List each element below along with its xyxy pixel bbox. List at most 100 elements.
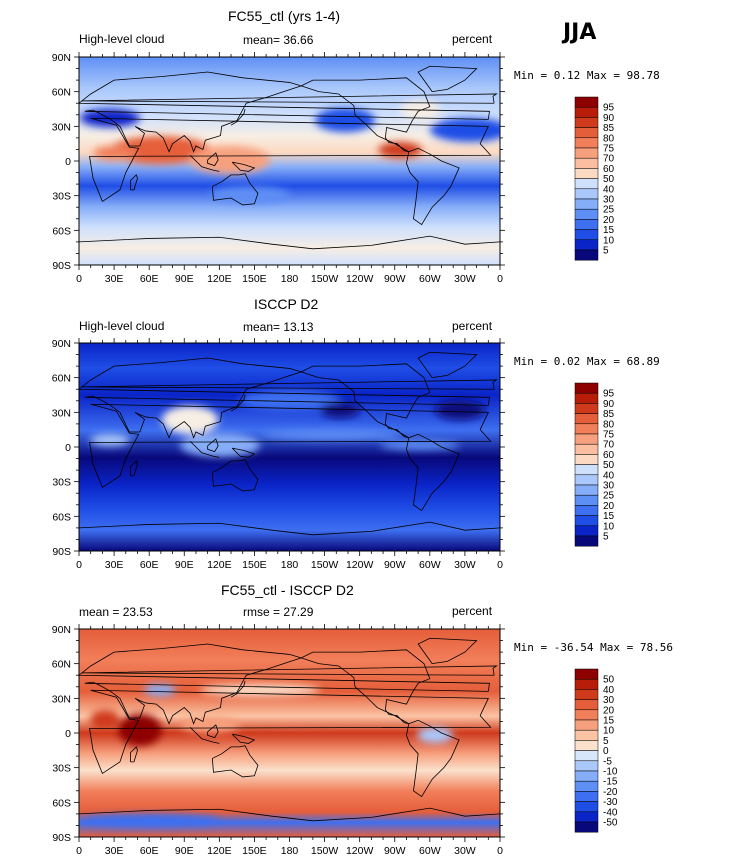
panel1-x-tick-label: 150W — [311, 273, 339, 285]
panel1-colorbar-swatch — [574, 117, 599, 128]
panel1-colorbar-label: 5 — [603, 246, 609, 257]
panel3-x-tick-label: 120W — [346, 845, 374, 857]
panel3-x-tick-label: 150W — [311, 845, 339, 857]
panel2-colorbar-label: 10 — [603, 521, 615, 532]
panel3-colorbar-label: -5 — [603, 756, 612, 767]
panel2-colorbar-label: 60 — [603, 450, 615, 461]
panel2-colorbar-swatch — [574, 413, 599, 425]
panel2-colorbar-swatch — [574, 382, 599, 394]
panel1-y-tick-label: 30N — [52, 121, 71, 133]
panel1-y-tick-label: 90N — [52, 52, 71, 64]
panel1-colorbar-swatch — [574, 229, 599, 241]
panel3-colorbar-swatch — [574, 709, 599, 721]
panel2-field — [79, 343, 500, 551]
panel3-colorbar-swatch — [574, 801, 599, 813]
panel3-colorbar-swatch — [574, 729, 599, 741]
panel1-colorbar-swatch — [574, 137, 599, 149]
panel3-colorbar-label: -15 — [603, 777, 618, 788]
panel1-colorbar-swatch — [574, 96, 599, 108]
panel2-colorbar-swatch — [574, 433, 599, 445]
panel1-colorbar-swatch — [574, 106, 599, 118]
panel3-x-tick-label: 60W — [419, 845, 441, 857]
panel3-field — [79, 629, 500, 837]
panel1-colorbar-label: 20 — [603, 215, 615, 226]
panel3-colorbar-label: 50 — [603, 675, 615, 686]
season-label: JJA — [563, 20, 597, 45]
panel2-y-tick-label: 0 — [65, 442, 71, 454]
panel1-x-tick-label: 30W — [454, 273, 476, 285]
panel1-colorbar-label: 25 — [603, 205, 615, 216]
panel2-x-tick-label: 150E — [242, 559, 267, 571]
panel2-colorbar-swatch — [574, 494, 599, 506]
panel1-colorbar-swatch — [574, 208, 599, 220]
panel2-y-tick-label: 90N — [52, 338, 71, 350]
panel3-y-tick-label: 30S — [52, 763, 71, 775]
panel1-mean: mean= 36.66 — [243, 33, 314, 47]
panel1-x-tick-label: 120E — [207, 273, 232, 285]
panel2-colorbar-swatch — [574, 454, 599, 465]
panel1-left-label: High-level cloud — [79, 32, 165, 46]
panel2-colorbar-label: 40 — [603, 470, 615, 481]
panel1-coastlines — [79, 65, 500, 250]
panel2-colorbar-swatch — [574, 392, 599, 404]
panel1-colorbar-swatch — [574, 188, 599, 200]
panel3-colorbar-label: 40 — [603, 685, 615, 696]
panel1-x-tick-label: 90W — [384, 273, 406, 285]
panel1-colorbar-label: 30 — [603, 195, 615, 206]
panel2-x-tick-label: 0 — [497, 559, 503, 571]
panel3-x-tick-label: 180 — [281, 845, 299, 857]
panel1-colorbar-label: 95 — [603, 103, 615, 114]
panel3-y-tick-label: 30N — [52, 693, 71, 705]
panel2-y-tick-label: 30N — [52, 407, 71, 419]
panel3-colorbar-swatch — [574, 760, 599, 772]
panel2-colorbar-swatch — [574, 525, 599, 537]
panel3-colorbar-swatch — [574, 699, 599, 711]
panel1-colorbar-label: 40 — [603, 184, 615, 195]
panel1-colorbar-label: 15 — [603, 225, 615, 236]
panel3-y-tick-label: 0 — [65, 728, 71, 740]
panel2-x-tick-label: 90W — [384, 559, 406, 571]
panel1-colorbar-swatch — [574, 147, 599, 159]
panel1-colorbar-swatch — [574, 157, 599, 169]
panel3-colorbar-label: -30 — [603, 797, 618, 808]
panel2-x-tick-label: 180 — [281, 559, 299, 571]
panel3-colorbar-swatch — [574, 811, 599, 823]
panel1-colorbar-swatch — [574, 178, 599, 190]
panel2-y-tick-label: 60S — [52, 511, 71, 523]
panel1-colorbar-swatch — [574, 239, 599, 251]
panel2-x-tick-label: 30E — [105, 559, 124, 571]
panel1-x-tick-label: 90E — [175, 273, 194, 285]
panel3-x-tick-label: 120E — [207, 845, 232, 857]
panel3-colorbar-swatch — [574, 689, 599, 700]
panel1-colorbar-swatch — [574, 127, 599, 139]
panel3-y-tick-label: 90S — [52, 832, 71, 844]
panel3-colorbar-label: -40 — [603, 807, 618, 818]
panel1-y-tick-label: 0 — [65, 156, 71, 168]
panel1-colorbar-label: 85 — [603, 123, 615, 134]
map-frames: 0 30E 60E 90E 120E 150E 180 150W 120W 90W 60W 30W 09… — [52, 52, 505, 857]
panel3-colorbar-swatch — [574, 668, 599, 680]
panel1-x-tick-label: 60E — [140, 273, 159, 285]
panel1-colorbar-label: 10 — [603, 235, 615, 246]
panel3-colorbar-label: 5 — [603, 736, 609, 747]
panel2-coastlines — [79, 351, 500, 536]
panel1-x-tick-label: 60W — [419, 273, 441, 285]
panel1-colorbar-swatch — [574, 168, 599, 179]
panel2-x-tick-label: 120W — [346, 559, 374, 571]
panel2-left-label: High-level cloud — [79, 319, 165, 333]
panel1-title: FC55_ctl (yrs 1-4) — [228, 8, 341, 24]
panel1-y-tick-label: 60N — [52, 87, 71, 99]
panel2-colorbar-swatch — [574, 464, 599, 476]
panel3-x-tick-label: 0 — [76, 845, 82, 857]
panel3-colorbar-swatch — [574, 740, 599, 751]
panel1-x-tick-label: 0 — [76, 273, 82, 285]
panel3-title: FC55_ctl - ISCCP D2 — [221, 582, 354, 598]
panel3-colorbar-label: -20 — [603, 787, 618, 798]
panel3-colorbar-swatch — [574, 750, 599, 762]
panel1-y-tick-label: 90S — [52, 260, 71, 272]
panel2-colorbar-swatch — [574, 443, 599, 455]
panel2-title: ISCCP D2 — [254, 296, 319, 312]
panel3-x-tick-label: 30E — [105, 845, 124, 857]
panel2-colorbar-swatch — [574, 515, 599, 527]
panel3-colorbar-swatch — [574, 821, 599, 833]
